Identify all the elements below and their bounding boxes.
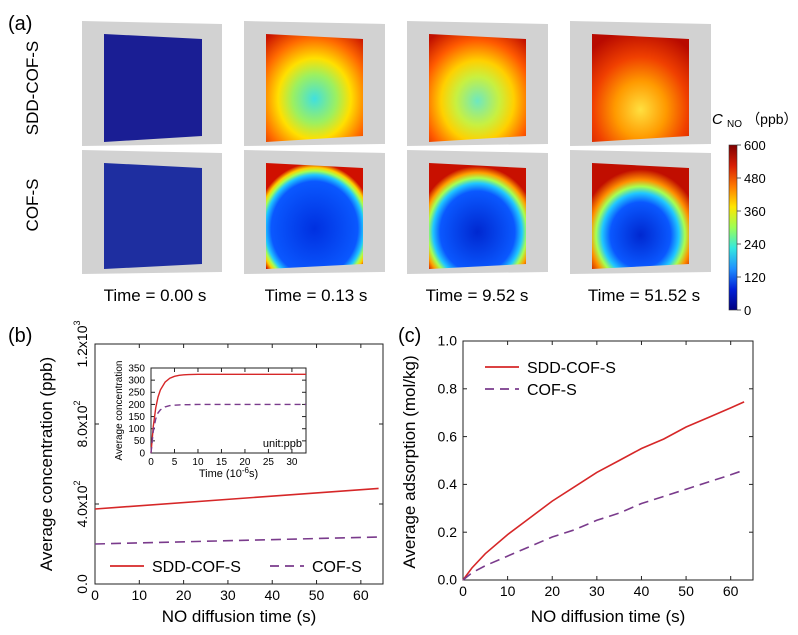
b-inset-y-tick-label: 200 (128, 400, 145, 411)
c-y-tick-label: 0.6 (438, 428, 458, 444)
time-label-4: Time = 51.52 s (588, 286, 700, 305)
b-y-tick-label: 4.0x102 (72, 480, 90, 527)
tile-cof-t3 (570, 150, 711, 274)
c-y-tick-label: 0.4 (438, 476, 458, 492)
b-inset-x-tick-label: 5 (172, 457, 178, 468)
b-inset-bg (151, 368, 306, 453)
b-inset-x-tick-label: 30 (286, 457, 298, 468)
panel-b-label: (b) (8, 325, 32, 347)
b-inset-unit-note: unit:ppb (263, 438, 302, 450)
tile-cof-t1 (244, 150, 385, 274)
colorbar-tick-label: 0 (744, 303, 751, 318)
b-x-tick-label: 50 (309, 587, 325, 603)
colorbar-ticks: 600 480 360 240 120 0 (737, 138, 766, 318)
c-y-tick-label: 1.0 (438, 333, 458, 349)
c-x-tick-label: 40 (634, 583, 650, 599)
c-x-tick-label: 20 (544, 583, 560, 599)
b-inset-y-tick-label: 250 (128, 388, 145, 399)
b-inset-series-line-sdd-cof-s (150, 373, 306, 454)
b-y-tick-label: 0.0 (74, 574, 90, 594)
colorbar-tick-label: 600 (744, 138, 766, 153)
chart-average-adsorption: 0 10 20 30 40 50 60 0.0 0.2 0.4 0.6 0.8 1.0 NO diffus… (400, 333, 754, 626)
b-inset-y-label: Average concentration (114, 361, 125, 461)
panel-a-label: (a) (8, 13, 32, 35)
b-inset-x-label: Time (10-6s) (199, 466, 258, 480)
b-x-axis-label: NO diffusion time (s) (162, 607, 317, 626)
c-x-tick-label: 50 (678, 583, 694, 599)
panel-c-label: (c) (398, 325, 421, 347)
b-legend-label: COF-S (312, 559, 362, 576)
tile-sdd-t0 (82, 21, 222, 146)
colorbar-title: C NO （ppb） (712, 111, 798, 131)
c-y-tick-label: 0.8 (438, 380, 458, 396)
b-inset-y-tick-label: 300 (128, 375, 145, 386)
b-plot-frame (94, 343, 384, 585)
b-inset-x-tick-label: 15 (216, 457, 228, 468)
row-label-cof: COF-S (23, 179, 42, 232)
tile-cof-t0 (82, 150, 222, 274)
row-label-sdd: SDD-COF-S (23, 41, 42, 135)
c-plot-frame (462, 340, 754, 581)
tile-sdd-t3 (570, 21, 711, 146)
b-inset-x-tick-label: 20 (239, 457, 251, 468)
colorbar-tick-label: 480 (744, 171, 766, 186)
chart-average-concentration: 0 10 20 30 40 50 600.04.0x1028.0x1021.2x103NO … (37, 320, 384, 626)
colorbar-tick-label: 360 (744, 204, 766, 219)
time-label-2: Time = 0.13 s (265, 286, 368, 305)
b-x-tick-label: 20 (176, 587, 192, 603)
b-y-tick-label: 1.2x103 (72, 320, 90, 367)
c-legend-label: SDD-COF-S (527, 360, 616, 377)
b-inset-series-line-cof-s (150, 403, 306, 454)
colorbar-tick-label: 120 (744, 270, 766, 285)
c-y-axis-label: Average adsorption (mol/kg) (400, 355, 419, 568)
c-series-line-sdd-cof-s (462, 401, 745, 581)
colorbar: C NO （ppb） 600 480 360 240 120 0 (712, 111, 798, 318)
b-inset-y-tick-label: 0 (139, 448, 145, 459)
b-inset-y-tick-label: 150 (128, 412, 145, 423)
c-y-tick-label: 0.2 (438, 524, 458, 540)
b-x-tick-label: 30 (220, 587, 236, 603)
tile-sdd-t1 (244, 21, 385, 146)
b-x-tick-label: 0 (91, 587, 99, 603)
b-x-tick-label: 10 (132, 587, 148, 603)
colorbar-tick-label: 240 (744, 237, 766, 252)
b-inset-y-tick-label: 50 (134, 436, 146, 447)
c-x-tick-label: 10 (500, 583, 516, 599)
b-series-line-cof-s (94, 536, 379, 545)
c-x-tick-label: 60 (723, 583, 739, 599)
b-x-tick-label: 40 (264, 587, 280, 603)
c-x-tick-label: 0 (459, 583, 467, 599)
c-y-tick-label: 0.0 (438, 572, 458, 588)
b-inset-y-tick-label: 350 (128, 363, 145, 374)
b-inset-x-tick-label: 25 (263, 457, 275, 468)
b-legend-label: SDD-COF-S (152, 559, 241, 576)
b-inset-x-tick-label: 10 (192, 457, 204, 468)
b-y-tick-label: 8.0x102 (72, 400, 90, 447)
time-label-1: Time = 0.00 s (104, 286, 207, 305)
c-x-axis-label: NO diffusion time (s) (531, 607, 686, 626)
b-inset-plot-frame (150, 367, 307, 454)
c-series-line-cof-s (462, 469, 745, 581)
tile-cof-t2 (407, 150, 548, 274)
colorbar-gradient (728, 144, 738, 311)
c-legend-label: COF-S (527, 382, 577, 399)
time-label-3: Time = 9.52 s (426, 286, 529, 305)
b-inset-y-tick-label: 100 (128, 424, 145, 435)
tile-sdd-t2 (407, 21, 548, 146)
b-series-line-sdd-cof-s (94, 487, 379, 510)
c-x-tick-label: 30 (589, 583, 605, 599)
b-y-axis-label: Average concentration (ppb) (37, 357, 56, 571)
b-inset-x-tick-label: 0 (148, 457, 154, 468)
b-x-tick-label: 60 (353, 587, 369, 603)
